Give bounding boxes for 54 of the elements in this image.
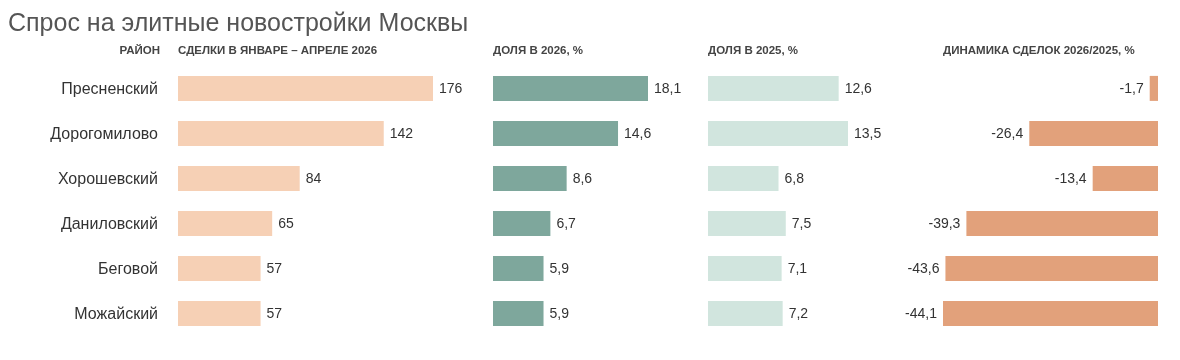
y-tick-label: Пресненский	[61, 80, 158, 98]
bar	[708, 300, 783, 326]
data-label: -39,3	[928, 215, 961, 232]
data-label: -44,1	[905, 305, 938, 322]
data-label: 12,6	[844, 80, 873, 97]
data-label: 8,6	[572, 170, 593, 187]
data-label: 7,5	[791, 215, 812, 232]
data-label: 7,2	[788, 305, 809, 322]
bar	[178, 75, 433, 101]
bar	[178, 165, 300, 191]
data-label: 57	[266, 260, 283, 277]
data-label: 13,5	[854, 125, 882, 142]
bar	[493, 255, 544, 281]
y-axis-title: РАЙОН	[118, 44, 161, 58]
chart-subtitle: ДОЛЯ В 2025, %	[707, 44, 799, 58]
bar	[708, 75, 839, 101]
bar	[493, 120, 619, 146]
data-label: 142	[389, 125, 414, 142]
bar	[708, 255, 782, 281]
bar	[708, 120, 848, 146]
bar	[178, 300, 261, 326]
y-tick-label: Хорошевский	[57, 170, 158, 188]
bar	[493, 75, 648, 101]
y-tick-label: Можайский	[74, 305, 158, 323]
chart-subtitle: ДОЛЯ В 2026, %	[492, 44, 584, 58]
bar	[708, 165, 779, 191]
y-tick-label: Дорогомилово	[50, 125, 159, 143]
data-label: 6,7	[556, 215, 577, 232]
data-label: 14,6	[624, 125, 652, 142]
data-label: 65	[278, 215, 294, 232]
data-label: 84	[305, 170, 322, 187]
data-label: -43,6	[907, 260, 940, 277]
bar	[178, 120, 384, 146]
data-label: -26,4	[991, 125, 1024, 142]
data-label: -13,4	[1054, 170, 1087, 187]
data-label: 7,1	[787, 260, 808, 277]
data-label: 5,9	[549, 260, 570, 277]
chart-subtitle: СДЕЛКИ В ЯНВАРЕ – АПРЕЛЕ 2026	[178, 44, 378, 58]
bar	[493, 210, 551, 236]
bar	[493, 300, 544, 326]
bar	[178, 210, 273, 236]
data-label: -1,7	[1119, 80, 1144, 97]
bar	[178, 255, 261, 281]
data-label: 57	[266, 305, 283, 322]
y-tick-label: Беговой	[98, 260, 158, 278]
data-label: 5,9	[549, 305, 570, 322]
bar	[493, 165, 567, 191]
data-label: 6,8	[784, 170, 805, 187]
data-label: 18,1	[654, 80, 682, 97]
data-label: 176	[439, 80, 463, 97]
chart-title: Спрос на элитные новостройки Москвы	[8, 8, 470, 38]
chart-subtitle: ДИНАМИКА СДЕЛОК 2026/2025, %	[942, 44, 1135, 58]
bar	[708, 210, 786, 236]
y-tick-label: Даниловский	[60, 215, 158, 233]
